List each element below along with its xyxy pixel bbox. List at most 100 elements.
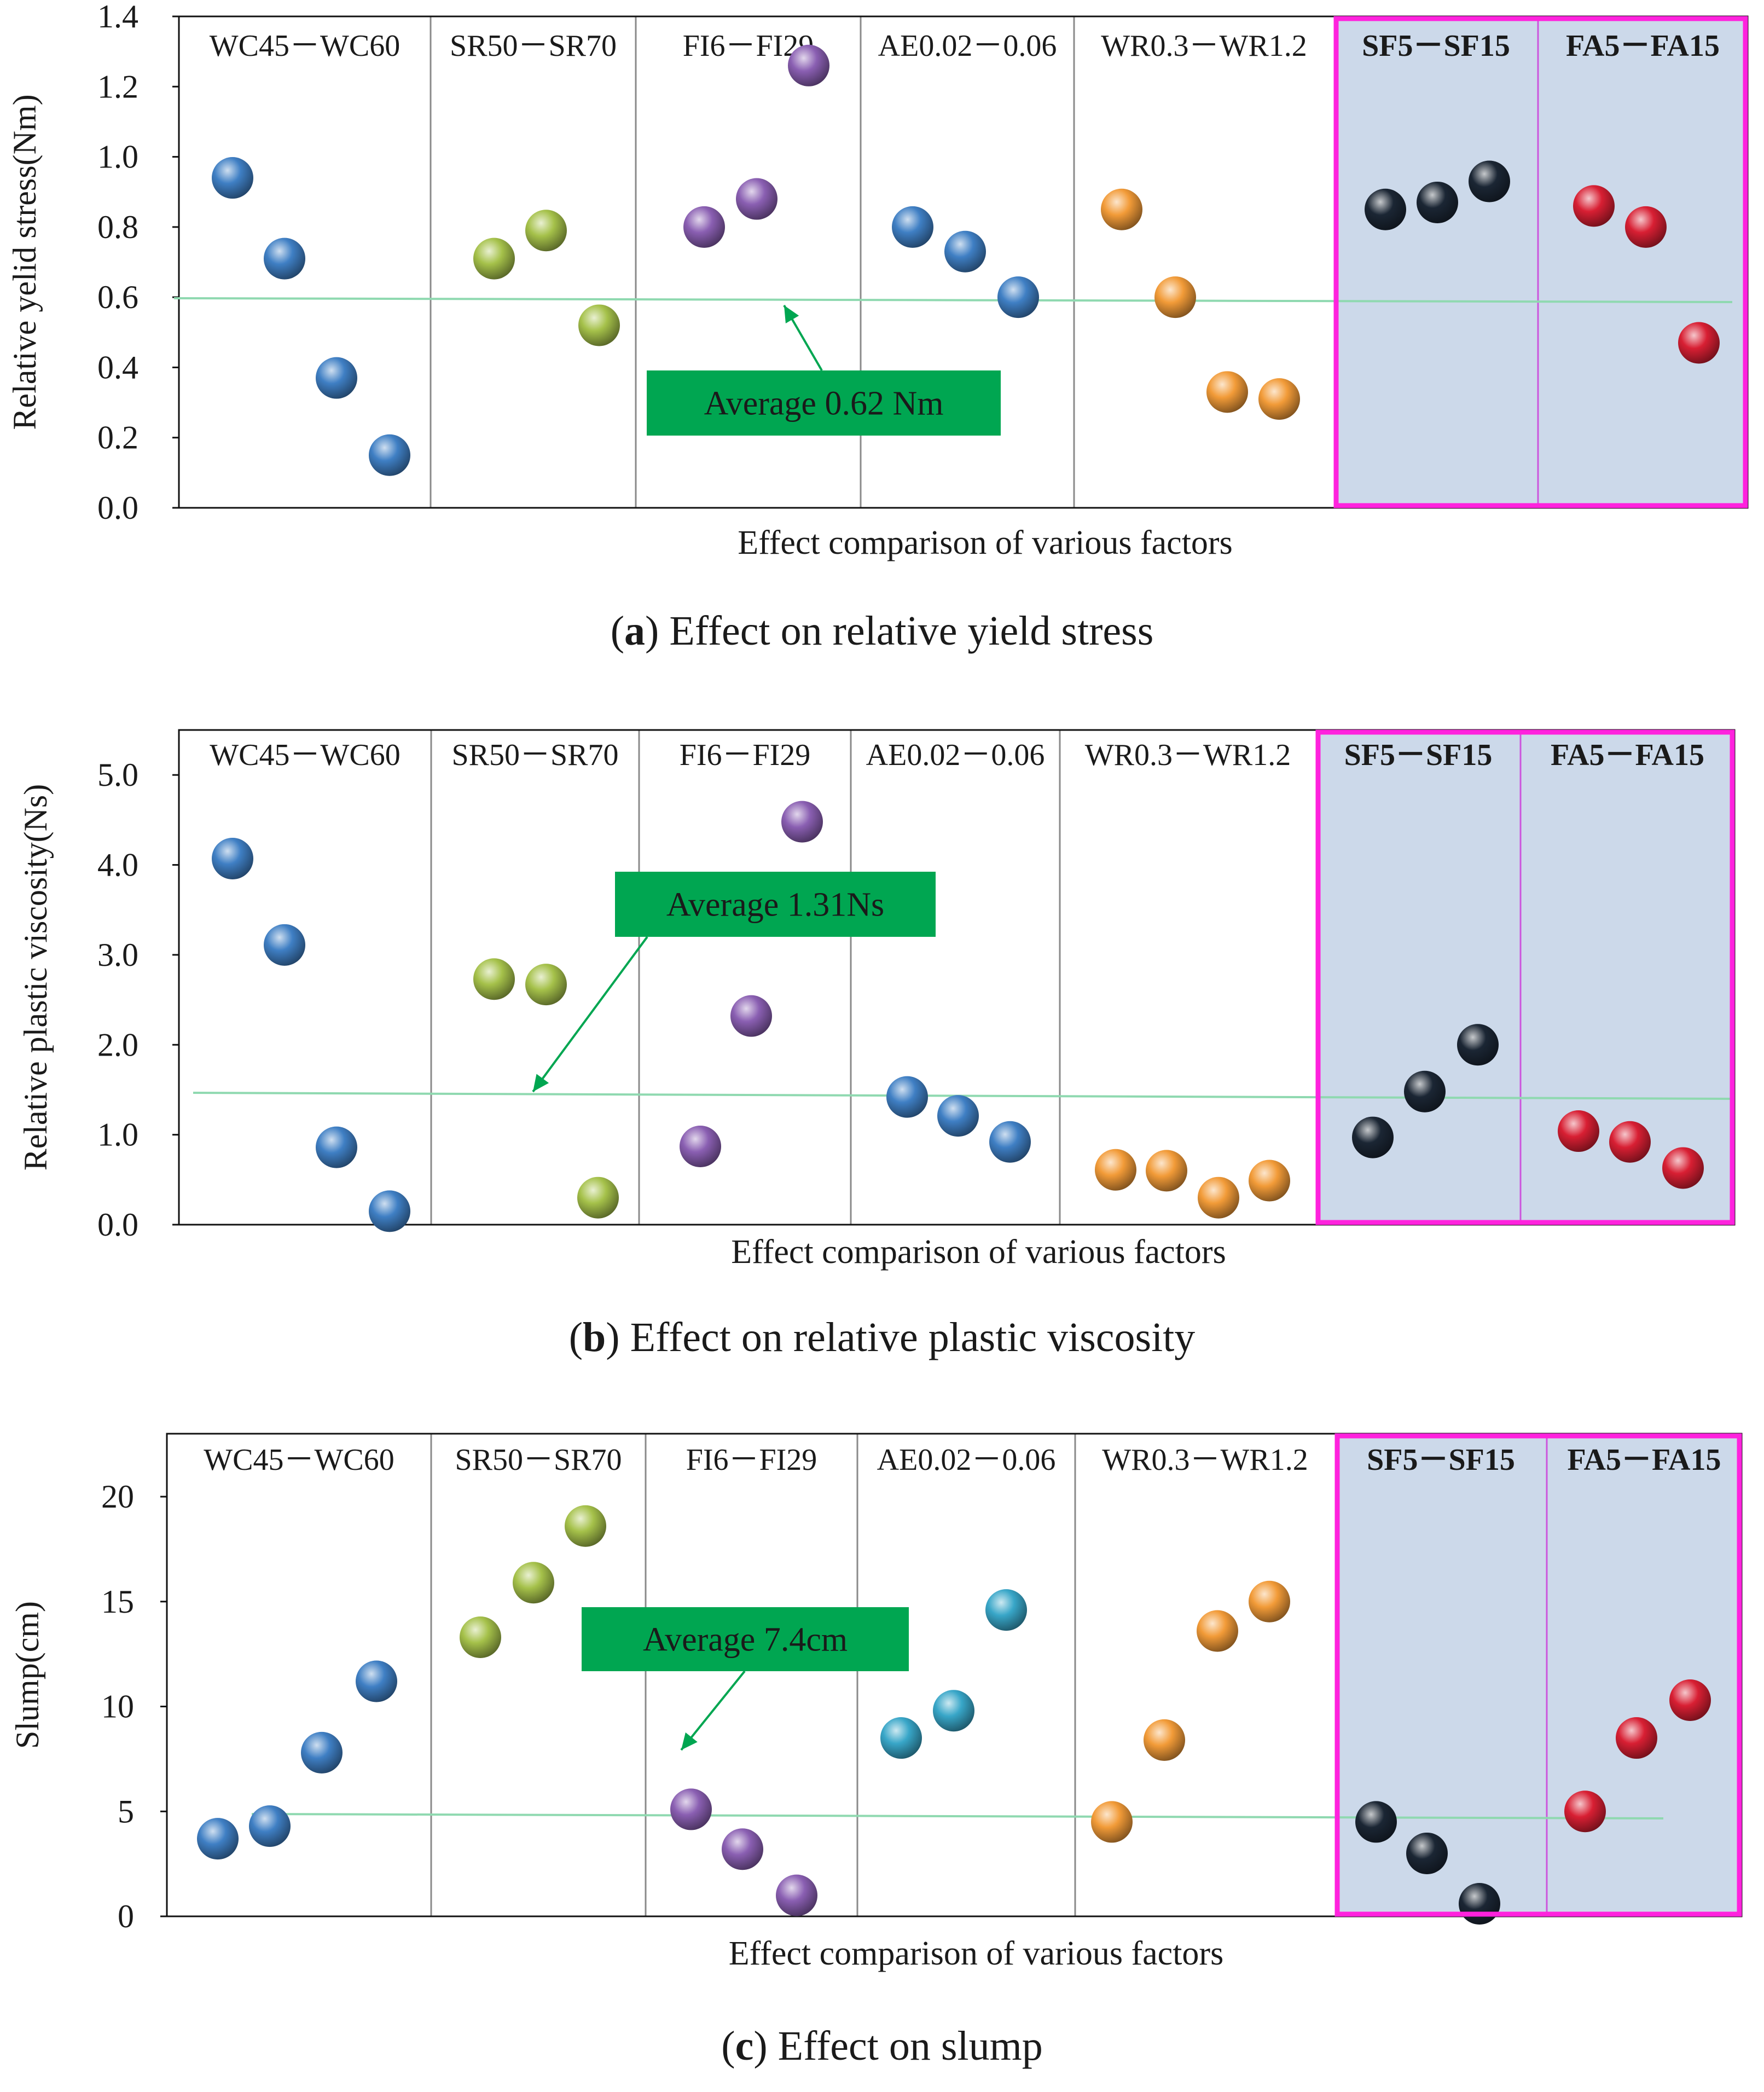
data-point — [1678, 322, 1720, 364]
data-point — [212, 838, 253, 880]
highlight-region — [1335, 1434, 1742, 1916]
y-tick-label: 0.8 — [97, 209, 138, 245]
data-point — [880, 1717, 922, 1759]
data-point — [264, 237, 305, 280]
data-point — [1662, 1147, 1704, 1189]
data-point — [212, 157, 253, 199]
data-point — [1249, 1580, 1290, 1622]
group-label: WC45－WC60 — [204, 1443, 394, 1477]
panel-caption: (a) Effect on relative yield stress — [611, 608, 1154, 654]
caption-paren: ) — [753, 2023, 767, 2069]
average-line — [251, 1813, 1664, 1819]
group-label: WC45－WC60 — [210, 29, 400, 63]
data-point — [1417, 181, 1458, 223]
average-label: Average 7.4cm — [643, 1621, 848, 1659]
data-point — [316, 357, 357, 399]
data-point — [937, 1095, 979, 1137]
data-point — [1625, 206, 1667, 248]
group-label: FA5－FA15 — [1568, 1443, 1721, 1477]
y-tick-label: 1.4 — [97, 0, 138, 34]
average-arrow-shaft — [532, 936, 648, 1093]
data-point — [1459, 1882, 1500, 1925]
data-point — [680, 1126, 721, 1168]
data-point — [1258, 378, 1300, 420]
y-tick-label: 10 — [101, 1689, 134, 1725]
data-point — [513, 1562, 554, 1604]
group-label: SF5－SF15 — [1367, 1443, 1515, 1477]
y-tick-label: 4.0 — [97, 847, 138, 883]
data-point — [369, 1190, 410, 1232]
highlight-region — [1334, 16, 1748, 508]
group-label: WR0.3－WR1.2 — [1101, 29, 1307, 63]
data-point — [1564, 1790, 1606, 1833]
data-point — [1365, 188, 1406, 230]
group-label: FA5－FA15 — [1551, 738, 1704, 772]
average-label-box — [582, 1607, 909, 1671]
data-point — [1146, 1150, 1187, 1192]
group-label: SF5－SF15 — [1344, 738, 1493, 772]
data-point — [670, 1788, 712, 1830]
data-point — [730, 995, 772, 1037]
y-tick-label: 3.0 — [97, 937, 138, 973]
data-point — [944, 230, 986, 273]
data-point — [892, 206, 933, 248]
average-line — [173, 297, 1733, 303]
caption-text: Effect on relative yield stress — [659, 608, 1153, 654]
y-tick-label: 0 — [118, 1898, 134, 1934]
data-point — [1198, 1177, 1239, 1219]
caption-letter: b — [583, 1314, 606, 1360]
group-label: SR50－SR70 — [455, 1443, 622, 1477]
y-tick-label: 1.0 — [97, 139, 138, 175]
panel-b-chart: 0.0 1.0 2.0 3.0 4.0 5.0 Relative plastic visco… — [18, 729, 1736, 1360]
data-point — [1101, 188, 1142, 230]
panel-caption: (b) Effect on relative plastic viscosity — [569, 1314, 1196, 1360]
caption-paren: ) — [606, 1314, 619, 1360]
data-point — [1249, 1160, 1290, 1202]
data-point — [473, 958, 515, 1000]
group-label: SR50－SR70 — [452, 738, 619, 772]
data-point — [683, 206, 725, 248]
highlight-border — [1315, 729, 1735, 1225]
y-tick-label: 2.0 — [97, 1027, 138, 1063]
y-tick-label: 0.6 — [97, 279, 138, 315]
data-point — [369, 434, 410, 476]
y-tick-label: 5.0 — [97, 757, 138, 793]
x-axis-label: Effect comparison of various factors — [729, 1935, 1223, 1972]
data-point — [1469, 160, 1510, 202]
data-point — [722, 1828, 763, 1870]
average-label-box — [647, 370, 1001, 436]
data-point — [997, 276, 1039, 318]
highlight-border — [1334, 1433, 1742, 1917]
y-tick-label: 1.2 — [97, 68, 138, 105]
data-point — [578, 304, 620, 346]
data-point — [886, 1076, 928, 1118]
data-point — [1091, 1801, 1133, 1843]
data-point — [933, 1690, 974, 1732]
x-axis-label: Effect comparison of various factors — [731, 1233, 1226, 1271]
data-point — [316, 1126, 357, 1168]
y-tick-label: 0.0 — [97, 490, 138, 526]
caption-paren: ( — [721, 2023, 735, 2069]
data-point — [460, 1616, 501, 1658]
y-tick-label: 1.0 — [97, 1117, 138, 1153]
y-tick-label: 0.2 — [97, 420, 138, 456]
average-arrow-head — [681, 1732, 698, 1750]
x-axis-label: Effect comparison of various factors — [738, 524, 1232, 561]
y-axis-label: Relative yelid stress(Nm) — [7, 94, 43, 430]
caption-paren: ( — [569, 1314, 583, 1360]
data-point — [1406, 1832, 1448, 1874]
data-point — [1457, 1024, 1499, 1066]
group-label: SF5－SF15 — [1362, 29, 1510, 63]
data-point — [301, 1731, 343, 1774]
group-label: AE0.02－0.06 — [866, 738, 1045, 772]
caption-paren: ( — [611, 608, 624, 654]
group-label: FI6－FI29 — [680, 738, 811, 772]
data-point — [1144, 1719, 1185, 1761]
group-label: FI6－FI29 — [686, 1443, 817, 1477]
group-label: AE0.02－0.06 — [877, 1443, 1056, 1477]
data-point — [1573, 185, 1615, 227]
y-axis-label: Slump(cm) — [9, 1601, 45, 1749]
data-point — [781, 801, 823, 843]
caption-paren: ) — [645, 608, 659, 654]
